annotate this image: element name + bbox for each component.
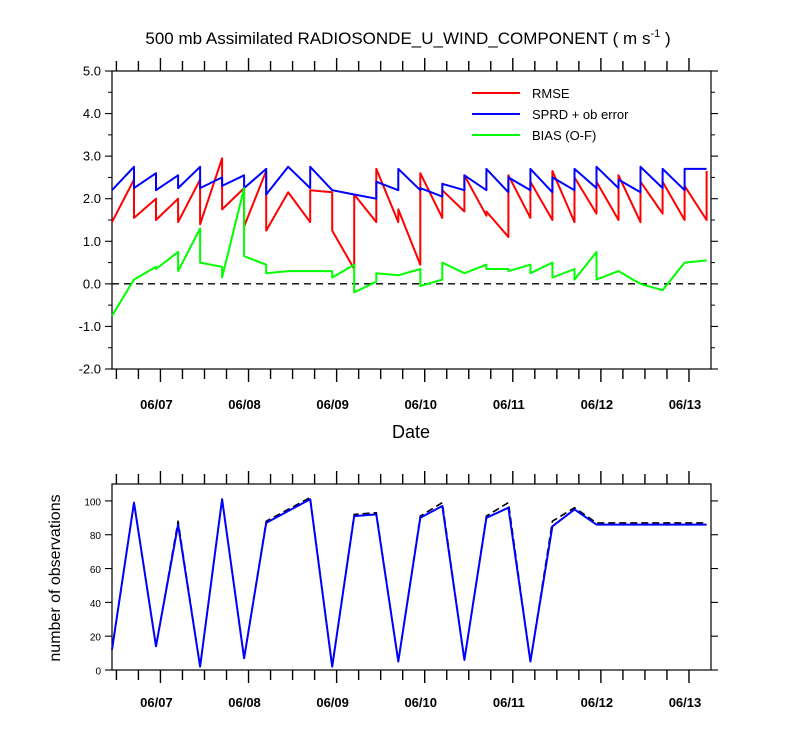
chart-title: 500 mb Assimilated RADIOSONDE_U_WIND_COM… (145, 28, 670, 48)
x-tick-label: 06/09 (316, 397, 349, 412)
top-x-axis-label: Date (392, 422, 430, 442)
y-tick-label: 60 (90, 565, 102, 576)
x-tick-label: 06/11 (493, 695, 525, 710)
chart-title-main: 500 mb Assimilated RADIOSONDE_U_WIND_COM… (145, 29, 650, 48)
y-tick-label: 1.0 (83, 234, 101, 249)
series-line (111, 157, 708, 270)
series-line (111, 496, 707, 668)
y-tick-label: 5.0 (83, 64, 101, 79)
y-tick-label: 0.0 (83, 276, 101, 291)
y-tick-label: 20 (90, 633, 102, 644)
x-tick-label: 06/12 (581, 397, 614, 412)
chart-title-end: ) (660, 29, 670, 48)
x-tick-label: 06/12 (581, 695, 614, 710)
x-tick-label: 06/11 (493, 397, 525, 412)
y-tick-label: 40 (90, 599, 102, 610)
legend-label: RMSE (532, 86, 570, 101)
legend-label: SPRD + ob error (532, 107, 629, 122)
series-line (111, 165, 707, 200)
y-tick-label: 3.0 (83, 149, 101, 164)
x-tick-label: 06/13 (669, 695, 702, 710)
y-tick-label: -1.0 (79, 319, 101, 334)
x-tick-label: 06/10 (404, 695, 437, 710)
plot-frame (111, 483, 712, 671)
x-tick-label: 06/08 (228, 397, 261, 412)
chart-title-superscript: -1 (650, 28, 660, 40)
x-tick-label: 06/13 (669, 397, 702, 412)
y-tick-label: 4.0 (83, 106, 101, 121)
x-tick-label: 06/08 (228, 695, 261, 710)
bottom-y-axis-label: number of observations (47, 494, 64, 661)
y-tick-label: 100 (84, 497, 101, 508)
legend-label: BIAS (O-F) (532, 128, 596, 143)
x-tick-label: 06/09 (316, 695, 349, 710)
series-line (111, 498, 707, 668)
top-plot: -2.0 -1.0 0.0 1.0 2.0 3.0 4.0 5.0 06/07 06/08 06/0… (79, 58, 718, 412)
y-tick-label: 0 (95, 667, 101, 678)
x-tick-label: 06/10 (404, 397, 437, 412)
y-tick-label: 2.0 (83, 191, 101, 206)
y-tick-label: -2.0 (79, 362, 101, 377)
y-tick-label: 80 (90, 531, 102, 542)
series-line (111, 187, 707, 317)
bottom-plot: 0 20 40 60 80 100 06/07 06/08 06/09 06/10 06/11 06/… (84, 471, 718, 710)
x-tick-label: 06/07 (140, 695, 173, 710)
x-tick-label: 06/07 (140, 397, 173, 412)
